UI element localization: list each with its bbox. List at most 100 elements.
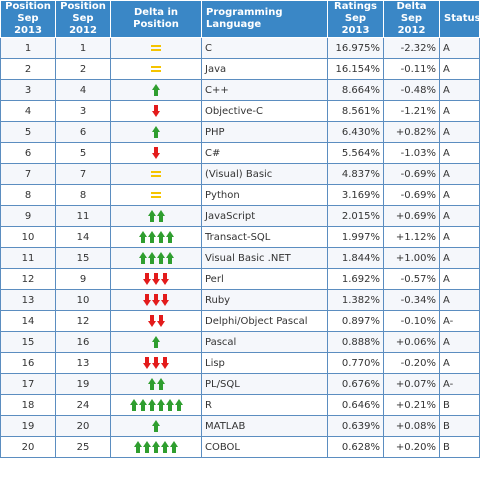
rating-cell: 0.897%	[327, 310, 384, 332]
header-position-sep-2013[interactable]: Position Sep 2013	[0, 0, 56, 38]
delta-rating-cell: +0.69%	[383, 205, 440, 227]
delta-rating-cell: -1.03%	[383, 142, 440, 164]
language-cell: C	[201, 37, 328, 59]
delta-position-cell	[110, 247, 202, 269]
table-row: 20 25 COBOL 0.628% +0.20% B	[0, 436, 480, 458]
arrow-up-icon	[156, 252, 165, 264]
rating-cell: 0.628%	[327, 436, 384, 458]
unchanged-icon	[151, 170, 161, 177]
arrow-down-icon	[152, 147, 160, 159]
delta-position-cell	[110, 436, 202, 458]
position-2013-cell: 14	[0, 310, 56, 332]
status-cell: A	[439, 100, 480, 122]
arrow-down-icon	[143, 357, 151, 369]
delta-position-cell	[110, 121, 202, 143]
position-2012-cell: 9	[55, 268, 111, 290]
up-arrows-group	[138, 252, 174, 264]
position-2012-cell: 11	[55, 205, 111, 227]
arrow-down-icon	[152, 273, 160, 285]
delta-rating-cell: +0.08%	[383, 415, 440, 437]
language-cell: C#	[201, 142, 328, 164]
rating-cell: 6.430%	[327, 121, 384, 143]
rating-cell: 0.646%	[327, 394, 384, 416]
down-arrows-group	[143, 294, 169, 306]
position-2013-cell: 20	[0, 436, 56, 458]
delta-position-cell	[110, 415, 202, 437]
status-cell: A	[439, 226, 480, 248]
up-arrows-group	[147, 378, 165, 390]
arrow-down-icon	[152, 357, 160, 369]
delta-rating-cell: -0.20%	[383, 352, 440, 374]
position-2012-cell: 19	[55, 373, 111, 395]
arrow-up-icon	[134, 441, 142, 453]
position-2012-cell: 15	[55, 247, 111, 269]
arrow-up-icon	[138, 399, 147, 411]
header-programming-language[interactable]: Programming Language	[201, 0, 328, 38]
rating-cell: 16.154%	[327, 58, 384, 80]
header-ratings-sep-2013[interactable]: Ratings Sep 2013	[327, 0, 384, 38]
table-row: 9 11 JavaScript 2.015% +0.69% A	[0, 205, 480, 227]
delta-rating-cell: -0.10%	[383, 310, 440, 332]
down-arrows-group	[147, 315, 165, 327]
position-2013-cell: 15	[0, 331, 56, 353]
status-cell: A	[439, 352, 480, 374]
delta-position-cell	[110, 352, 202, 374]
table-row: 2 2 Java 16.154% -0.11% A	[0, 58, 480, 80]
delta-rating-cell: +0.07%	[383, 373, 440, 395]
position-2012-cell: 5	[55, 142, 111, 164]
delta-position-cell	[110, 226, 202, 248]
delta-rating-cell: +0.82%	[383, 121, 440, 143]
unchanged-icon	[151, 65, 161, 72]
table-row: 16 13 Lisp 0.770% -0.20% A	[0, 352, 480, 374]
position-2012-cell: 6	[55, 121, 111, 143]
arrow-down-icon	[143, 273, 151, 285]
language-cell: Visual Basic .NET	[201, 247, 328, 269]
delta-rating-cell: -0.34%	[383, 289, 440, 311]
table-row: 12 9 Perl 1.692% -0.57% A	[0, 268, 480, 290]
rating-cell: 8.561%	[327, 100, 384, 122]
status-cell: B	[439, 415, 480, 437]
header-delta-in-position[interactable]: Delta in Position	[110, 0, 202, 38]
arrow-up-icon	[156, 210, 165, 222]
table-row: 15 16 Pascal 0.888% +0.06% A	[0, 331, 480, 353]
position-2013-cell: 17	[0, 373, 56, 395]
position-2013-cell: 16	[0, 352, 56, 374]
position-2012-cell: 10	[55, 289, 111, 311]
language-cell: Perl	[201, 268, 328, 290]
position-2013-cell: 10	[0, 226, 56, 248]
unchanged-icon	[151, 191, 161, 198]
status-cell: B	[439, 436, 480, 458]
delta-position-cell	[110, 289, 202, 311]
up-arrows-group	[129, 399, 183, 411]
position-2012-cell: 12	[55, 310, 111, 332]
delta-position-cell	[110, 37, 202, 59]
language-cell: PHP	[201, 121, 328, 143]
table-body: 1 1 C 16.975% -2.32% A 2 2 Java 16.154% -0.11% A 3 4 C…	[0, 37, 480, 458]
position-2012-cell: 2	[55, 58, 111, 80]
position-2012-cell: 3	[55, 100, 111, 122]
arrow-up-icon	[143, 441, 151, 453]
table-row: 11 15 Visual Basic .NET 1.844% +1.00% A	[0, 247, 480, 269]
arrow-down-icon	[156, 315, 165, 327]
delta-position-cell	[110, 184, 202, 206]
delta-position-cell	[110, 394, 202, 416]
status-cell: A	[439, 268, 480, 290]
tiobe-index-table: Position Sep 2013 Position Sep 2012 Delt…	[0, 0, 480, 458]
header-delta-sep-2012[interactable]: Delta Sep 2012	[383, 0, 440, 38]
header-status[interactable]: Status	[439, 0, 480, 38]
table-row: 3 4 C++ 8.664% -0.48% A	[0, 79, 480, 101]
delta-rating-cell: +0.06%	[383, 331, 440, 353]
up-arrows-group	[147, 210, 165, 222]
position-2013-cell: 19	[0, 415, 56, 437]
status-cell: A	[439, 247, 480, 269]
arrow-up-icon	[170, 441, 178, 453]
table-row: 14 12 Delphi/Object Pascal 0.897% -0.10% A-	[0, 310, 480, 332]
rating-cell: 0.639%	[327, 415, 384, 437]
up-arrows-group	[152, 336, 160, 348]
header-position-sep-2012[interactable]: Position Sep 2012	[55, 0, 111, 38]
table-row: 13 10 Ruby 1.382% -0.34% A	[0, 289, 480, 311]
position-2012-cell: 8	[55, 184, 111, 206]
status-cell: A	[439, 37, 480, 59]
unchanged-icon	[151, 44, 161, 51]
status-cell: A	[439, 163, 480, 185]
